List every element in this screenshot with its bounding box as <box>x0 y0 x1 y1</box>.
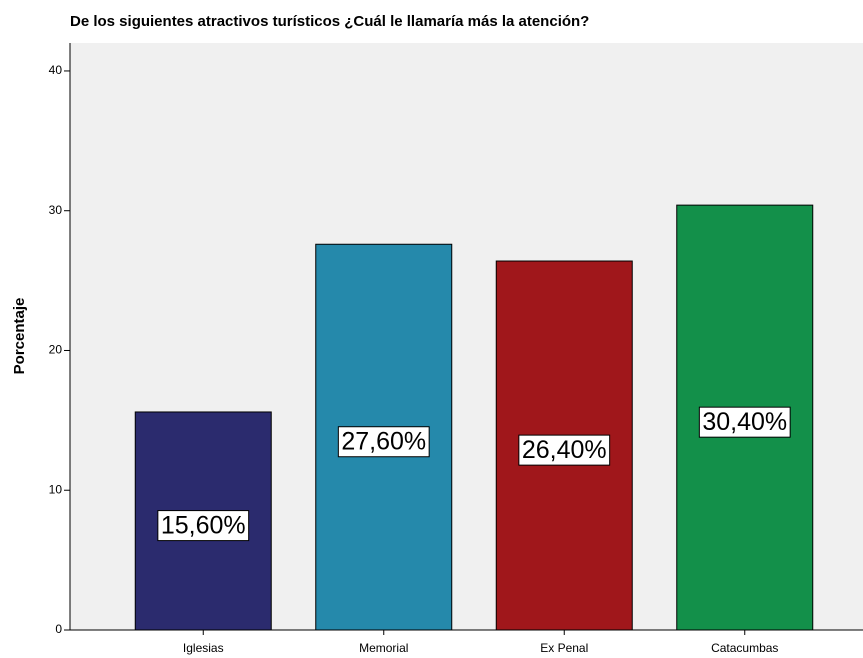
value-label-box <box>157 510 250 542</box>
value-label: 27,60% <box>341 428 426 456</box>
value-label-box <box>337 426 430 458</box>
x-tick-label: Memorial <box>359 641 408 655</box>
y-tick-label: 10 <box>49 482 63 496</box>
value-label: 26,40% <box>522 436 607 464</box>
y-tick-label: 20 <box>49 343 63 357</box>
x-tick-label: Iglesias <box>183 641 224 655</box>
x-tick-label: Ex Penal <box>540 641 588 655</box>
value-label: 30,40% <box>702 408 787 436</box>
value-label-box <box>698 406 791 438</box>
y-tick-label: 40 <box>49 63 63 77</box>
y-tick-label: 30 <box>49 203 63 217</box>
value-label-box <box>518 434 611 466</box>
x-tick-label: Catacumbas <box>711 641 778 655</box>
y-axis-label: Porcentaje <box>11 298 28 375</box>
y-tick-label: 0 <box>55 622 62 636</box>
chart-title: De los siguientes atractivos turísticos … <box>70 13 589 30</box>
value-label: 15,60% <box>161 512 246 540</box>
